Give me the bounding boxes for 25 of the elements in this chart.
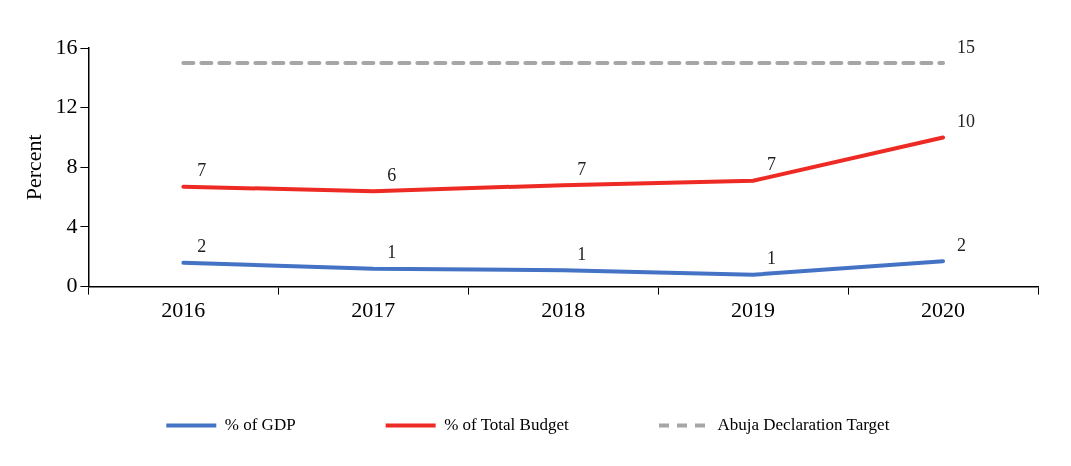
y-tick-label: 0	[66, 272, 78, 298]
x-tick-label: 2018	[541, 296, 586, 322]
legend-label: % of Total Budget	[444, 414, 569, 434]
data-label: 7	[197, 160, 207, 181]
data-label: 1	[387, 242, 397, 263]
y-tick-label: 16	[55, 33, 78, 59]
y-tick-label: 8	[66, 153, 78, 179]
x-tick-label: 2016	[161, 296, 206, 322]
data-label: 1	[577, 243, 587, 264]
x-tick-label: 2019	[731, 296, 776, 322]
data-label: 1	[767, 248, 777, 269]
data-label: 7	[577, 158, 587, 179]
data-label: 15	[957, 36, 976, 57]
y-tick-label: 4	[66, 212, 78, 238]
y-axis-title: Percent	[20, 134, 46, 201]
legend-label: Abuja Declaration Target	[717, 414, 890, 434]
legend-label: % of GDP	[224, 414, 296, 434]
data-label: 2	[957, 234, 967, 255]
x-tick-label: 2017	[351, 296, 396, 322]
y-tick-label: 12	[55, 93, 78, 119]
data-label: 7	[767, 154, 777, 175]
data-label: 2	[197, 236, 207, 257]
x-tick-label: 2020	[921, 296, 966, 322]
data-label: 10	[957, 111, 976, 132]
data-label: 6	[387, 164, 397, 185]
